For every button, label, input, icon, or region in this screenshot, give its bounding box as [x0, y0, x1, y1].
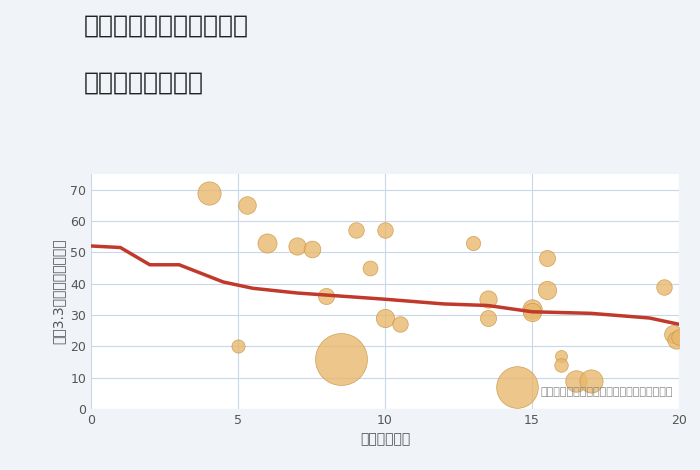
- Text: 奈良県奈良市中山町西の: 奈良県奈良市中山町西の: [84, 14, 249, 38]
- Point: [262, 239, 273, 247]
- Point: [468, 239, 479, 247]
- Point: [659, 283, 670, 290]
- Point: [291, 242, 302, 250]
- Point: [526, 308, 538, 315]
- Point: [556, 352, 567, 360]
- Point: [512, 383, 523, 391]
- Point: [570, 377, 582, 384]
- Point: [241, 202, 253, 209]
- Point: [379, 314, 391, 322]
- Point: [668, 330, 679, 337]
- Point: [673, 333, 685, 341]
- Point: [526, 305, 538, 313]
- Point: [335, 355, 346, 362]
- Point: [350, 227, 361, 234]
- Point: [306, 245, 317, 253]
- Y-axis label: 坪（3.3㎡）単価（万円）: 坪（3.3㎡）単価（万円）: [52, 239, 66, 344]
- Text: 円の大きさは、取引のあった物件面積を示す: 円の大きさは、取引のあった物件面積を示す: [540, 387, 673, 397]
- Point: [482, 314, 493, 322]
- Point: [541, 286, 552, 294]
- Point: [232, 343, 244, 350]
- Point: [379, 227, 391, 234]
- Point: [671, 336, 682, 344]
- Point: [394, 321, 405, 328]
- Text: 駅距離別土地価格: 駅距離別土地価格: [84, 70, 204, 94]
- Point: [365, 264, 376, 272]
- Point: [585, 377, 596, 384]
- Point: [556, 361, 567, 369]
- Point: [482, 296, 493, 303]
- Point: [203, 189, 214, 196]
- Point: [321, 292, 332, 300]
- Point: [541, 255, 552, 262]
- X-axis label: 駅距離（分）: 駅距離（分）: [360, 432, 410, 446]
